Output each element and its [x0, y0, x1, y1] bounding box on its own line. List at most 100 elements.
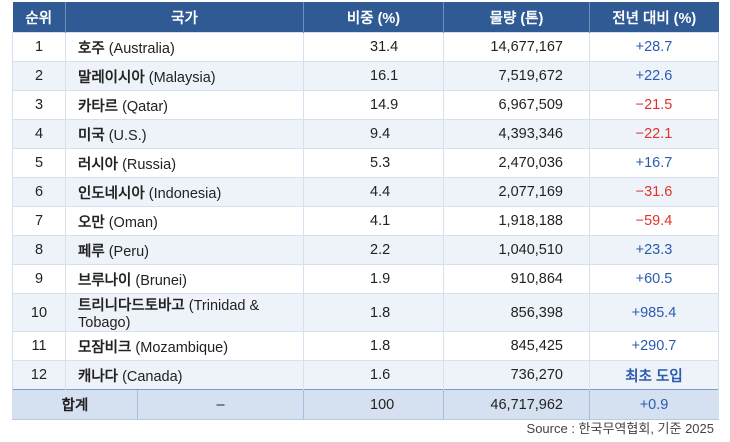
rank-cell: 10 [12, 293, 66, 332]
share-cell: 9.4 [303, 119, 444, 149]
table-row: 12 캐나다 (Canada) 1.6 736,270 최초 도입 [12, 360, 719, 390]
share-cell: 16.1 [303, 61, 444, 91]
table-row: 8 페루 (Peru) 2.2 1,040,510 +23.3 [12, 235, 719, 265]
volume-cell: 736,270 [443, 360, 590, 390]
country-name-en: (Malaysia) [148, 69, 216, 86]
country-name-en: (Russia) [122, 156, 177, 173]
table-row: 10 트리니다드토바고 (Trinidad & Tobago) 1.8 856,398… [12, 293, 719, 332]
yoy-cell: −22.1 [589, 119, 719, 149]
country-cell: 브루나이 (Brunei) [65, 264, 304, 294]
rank-cell: 9 [12, 264, 66, 294]
yoy-cell: +28.7 [589, 32, 719, 62]
country-name-en: (Qatar) [122, 98, 168, 115]
lng-import-table: 순위 국가 비중 (%) 물량 (톤) 전년 대비 (%) 1 호주 (Austr… [12, 2, 719, 420]
country-name-ko: 캐나다 [78, 368, 119, 385]
volume-cell: 4,393,346 [443, 119, 590, 149]
share-cell: 1.8 [303, 331, 444, 361]
header-country: 국가 [65, 2, 304, 33]
rank-cell: 8 [12, 235, 66, 265]
rank-cell: 3 [12, 90, 66, 120]
rank-cell: 2 [12, 61, 66, 91]
country-name-ko: 모잠비크 [78, 339, 132, 356]
total-share: 100 [303, 389, 444, 420]
volume-cell: 845,425 [443, 331, 590, 361]
country-name-en: (Peru) [108, 243, 150, 260]
country-name-en: (Oman) [108, 214, 158, 231]
yoy-cell: +290.7 [589, 331, 719, 361]
country-name-ko: 호주 [78, 40, 105, 57]
country-name-ko: 말레이시아 [78, 69, 145, 86]
yoy-cell: −31.6 [589, 177, 719, 207]
table-row: 4 미국 (U.S.) 9.4 4,393,346 −22.1 [12, 119, 719, 149]
volume-cell: 6,967,509 [443, 90, 590, 120]
total-row: 합계 – 100 46,717,962 +0.9 [12, 389, 719, 420]
country-name-en: (Mozambique) [135, 339, 229, 356]
yoy-cell: 최초 도입 [589, 360, 719, 390]
table-row: 7 오만 (Oman) 4.1 1,918,188 −59.4 [12, 206, 719, 236]
yoy-cell: +22.6 [589, 61, 719, 91]
total-yoy: +0.9 [589, 389, 719, 420]
rank-cell: 1 [12, 32, 66, 62]
volume-cell: 1,040,510 [443, 235, 590, 265]
country-cell: 말레이시아 (Malaysia) [65, 61, 304, 91]
table-row: 9 브루나이 (Brunei) 1.9 910,864 +60.5 [12, 264, 719, 294]
total-dash: – [137, 389, 304, 420]
volume-cell: 7,519,672 [443, 61, 590, 91]
country-cell: 카타르 (Qatar) [65, 90, 304, 120]
yoy-cell: +985.4 [589, 293, 719, 332]
table-row: 11 모잠비크 (Mozambique) 1.8 845,425 +290.7 [12, 331, 719, 361]
rank-cell: 6 [12, 177, 66, 207]
country-cell: 미국 (U.S.) [65, 119, 304, 149]
volume-cell: 14,677,167 [443, 32, 590, 62]
country-cell: 인도네시아 (Indonesia) [65, 177, 304, 207]
country-cell: 러시아 (Russia) [65, 148, 304, 178]
header-share: 비중 (%) [303, 2, 444, 33]
share-cell: 1.8 [303, 293, 444, 332]
volume-cell: 2,470,036 [443, 148, 590, 178]
country-name-ko: 브루나이 [78, 272, 132, 289]
share-cell: 5.3 [303, 148, 444, 178]
country-name-en: (Australia) [108, 40, 175, 57]
country-cell: 트리니다드토바고 (Trinidad & Tobago) [65, 293, 304, 332]
total-label: 합계 [12, 389, 138, 420]
table-row: 3 카타르 (Qatar) 14.9 6,967,509 −21.5 [12, 90, 719, 120]
yoy-cell: −59.4 [589, 206, 719, 236]
yoy-cell: +23.3 [589, 235, 719, 265]
rank-cell: 7 [12, 206, 66, 236]
country-name-en: (Canada) [122, 368, 183, 385]
volume-cell: 1,918,188 [443, 206, 590, 236]
source-note: Source : 한국무역협회, 기준 2025 [526, 421, 714, 436]
country-name-ko: 오만 [78, 214, 105, 231]
table-header-row: 순위 국가 비중 (%) 물량 (톤) 전년 대비 (%) [12, 2, 719, 33]
table-row: 2 말레이시아 (Malaysia) 16.1 7,519,672 +22.6 [12, 61, 719, 91]
header-rank: 순위 [12, 2, 66, 33]
volume-cell: 2,077,169 [443, 177, 590, 207]
header-yoy: 전년 대비 (%) [589, 2, 719, 33]
share-cell: 4.4 [303, 177, 444, 207]
country-cell: 호주 (Australia) [65, 32, 304, 62]
share-cell: 2.2 [303, 235, 444, 265]
total-volume: 46,717,962 [443, 389, 590, 420]
table-row: 6 인도네시아 (Indonesia) 4.4 2,077,169 −31.6 [12, 177, 719, 207]
share-cell: 14.9 [303, 90, 444, 120]
country-name-ko: 트리니다드토바고 [78, 298, 185, 314]
header-volume: 물량 (톤) [443, 2, 590, 33]
country-name-en: (U.S.) [108, 127, 147, 144]
country-name-ko: 인도네시아 [78, 185, 145, 202]
rank-cell: 12 [12, 360, 66, 390]
share-cell: 1.9 [303, 264, 444, 294]
share-cell: 31.4 [303, 32, 444, 62]
table-row: 1 호주 (Australia) 31.4 14,677,167 +28.7 [12, 32, 719, 62]
rank-cell: 4 [12, 119, 66, 149]
volume-cell: 910,864 [443, 264, 590, 294]
country-name-en: (Brunei) [135, 272, 187, 289]
country-name-en: (Indonesia) [148, 185, 222, 202]
country-name-ko: 페루 [78, 243, 105, 260]
yoy-cell: +16.7 [589, 148, 719, 178]
yoy-cell: −21.5 [589, 90, 719, 120]
country-cell: 캐나다 (Canada) [65, 360, 304, 390]
volume-cell: 856,398 [443, 293, 590, 332]
country-cell: 모잠비크 (Mozambique) [65, 331, 304, 361]
rank-cell: 11 [12, 331, 66, 361]
country-name-ko: 러시아 [78, 156, 119, 173]
